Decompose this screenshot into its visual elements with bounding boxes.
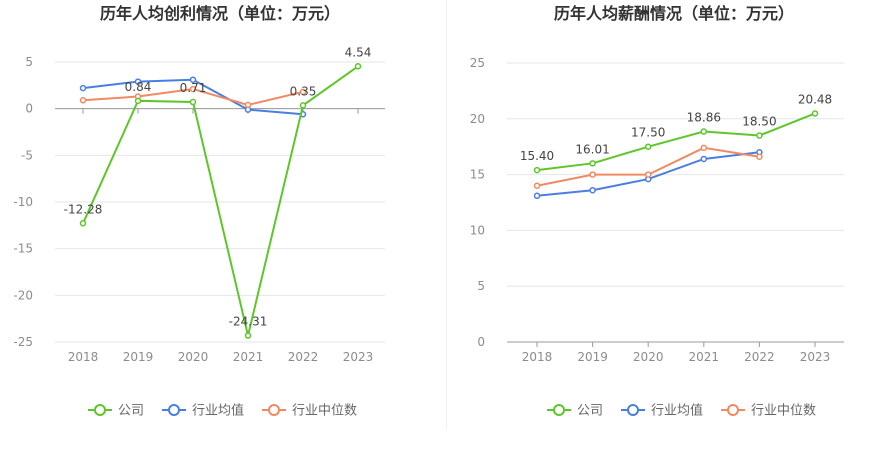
data-point-avg bbox=[134, 78, 142, 85]
data-label: 0.71 bbox=[180, 81, 207, 95]
data-point-company bbox=[189, 98, 197, 106]
data-label: -24.31 bbox=[229, 315, 268, 329]
data-point-company bbox=[533, 166, 541, 174]
legend-label: 行业中位数 bbox=[292, 404, 357, 419]
data-point-company bbox=[756, 132, 763, 139]
chart-title: 历年人均创利情况（单位：万元） bbox=[100, 4, 340, 23]
y-tick-label: 10 bbox=[470, 223, 485, 237]
legend-label: 行业均值 bbox=[651, 403, 703, 419]
x-tick-label: 2019 bbox=[577, 350, 608, 364]
data-label: 0.35 bbox=[290, 84, 317, 98]
legend-item-avg: 行业均值 bbox=[621, 403, 703, 419]
x-tick-label: 2023 bbox=[343, 350, 374, 364]
data-point-avg bbox=[533, 192, 541, 200]
data-point-avg bbox=[589, 186, 596, 194]
x-tick-label: 2021 bbox=[233, 350, 264, 364]
data-label: 18.50 bbox=[742, 115, 776, 129]
data-point-company bbox=[644, 143, 652, 150]
data-label: 20.48 bbox=[798, 92, 832, 106]
x-tick-label: 2018 bbox=[522, 350, 553, 364]
data-label: 17.50 bbox=[631, 126, 665, 140]
data-point-avg bbox=[79, 84, 87, 92]
data-label: 18.86 bbox=[687, 111, 721, 125]
data-point-median bbox=[533, 182, 541, 190]
data-point-company bbox=[354, 63, 362, 70]
legend-label: 行业均值 bbox=[192, 403, 244, 419]
data-point-median bbox=[644, 171, 652, 178]
profit-per-capita-chart: 历年人均创利情况（单位：万元） 5 0 -5 -10 -15 -20 -25 2018 2019 2… bbox=[0, 0, 446, 458]
data-point-median bbox=[589, 171, 596, 178]
legend-item-avg: 行业均值 bbox=[162, 403, 244, 419]
line-circle-icon bbox=[168, 404, 180, 416]
x-tick-label: 2018 bbox=[68, 350, 99, 364]
data-point-company bbox=[244, 332, 252, 339]
line-circle-icon bbox=[727, 404, 739, 416]
y-tick-label: -20 bbox=[13, 288, 33, 302]
y-tick-label: 5 bbox=[477, 279, 485, 293]
data-point-median bbox=[189, 85, 197, 93]
chart-divider bbox=[446, 0, 447, 430]
data-point-company bbox=[589, 160, 596, 167]
data-label: 0.84 bbox=[125, 80, 152, 94]
data-point-avg bbox=[700, 155, 708, 163]
data-point-median bbox=[79, 97, 87, 104]
y-tick-label: 0 bbox=[25, 102, 33, 116]
data-point-median bbox=[756, 153, 763, 160]
data-label: -12.28 bbox=[64, 202, 103, 216]
data-point-company bbox=[811, 110, 819, 117]
legend-label: 公司 bbox=[118, 404, 144, 419]
legend-item-median: 行业中位数 bbox=[262, 404, 357, 419]
line-circle-icon bbox=[268, 404, 280, 416]
data-point-avg bbox=[189, 76, 197, 83]
x-tick-label: 2023 bbox=[800, 350, 831, 364]
salary-chart-svg: 历年人均薪酬情况（单位：万元） 25 20 15 10 5 0 2018 2019 2020 202… bbox=[470, 4, 844, 419]
data-point-median bbox=[299, 88, 307, 96]
y-tick-label: -10 bbox=[13, 195, 33, 209]
data-point-company bbox=[134, 97, 142, 105]
data-label: 15.40 bbox=[520, 149, 554, 163]
y-tick-label: -5 bbox=[21, 148, 33, 162]
data-label: 4.54 bbox=[345, 45, 372, 59]
y-tick-label: 25 bbox=[470, 56, 485, 70]
x-tick-label: 2020 bbox=[633, 350, 664, 364]
data-point-median bbox=[244, 101, 252, 109]
salary-per-capita-chart: 历年人均薪酬情况（单位：万元） 25 20 15 10 5 0 2018 2019 2020 202… bbox=[447, 0, 893, 458]
legend-item-company: 公司 bbox=[547, 404, 603, 419]
y-tick-label: -25 bbox=[13, 335, 33, 349]
line-circle-icon bbox=[553, 404, 565, 416]
line-circle-icon bbox=[627, 404, 639, 416]
x-tick-label: 2019 bbox=[123, 350, 154, 364]
legend-item-company: 公司 bbox=[88, 404, 144, 419]
x-tick-label: 2020 bbox=[178, 350, 209, 364]
x-tick-label: 2021 bbox=[689, 350, 720, 364]
line-circle-icon bbox=[94, 404, 106, 416]
profit-chart-svg: 历年人均创利情况（单位：万元） 5 0 -5 -10 -15 -20 -25 2018 2019 2… bbox=[13, 4, 385, 419]
y-tick-label: 20 bbox=[470, 112, 485, 126]
legend-label: 公司 bbox=[577, 404, 603, 419]
legend-item-median: 行业中位数 bbox=[721, 404, 816, 419]
y-tick-label: 5 bbox=[25, 55, 33, 69]
x-tick-label: 2022 bbox=[288, 350, 319, 364]
data-point-company bbox=[700, 128, 708, 135]
x-tick-label: 2022 bbox=[744, 350, 775, 364]
legend-label: 行业中位数 bbox=[751, 404, 816, 419]
y-tick-label: 0 bbox=[477, 335, 485, 349]
y-tick-label: -15 bbox=[13, 242, 33, 256]
series-line-company bbox=[82, 65, 359, 336]
data-point-company bbox=[79, 220, 87, 227]
data-point-company bbox=[299, 102, 307, 109]
data-point-median bbox=[700, 144, 708, 152]
data-label: 16.01 bbox=[575, 142, 609, 156]
series-line-company bbox=[536, 112, 816, 172]
y-tick-label: 15 bbox=[470, 168, 485, 182]
chart-title: 历年人均薪酬情况（单位：万元） bbox=[554, 4, 794, 23]
